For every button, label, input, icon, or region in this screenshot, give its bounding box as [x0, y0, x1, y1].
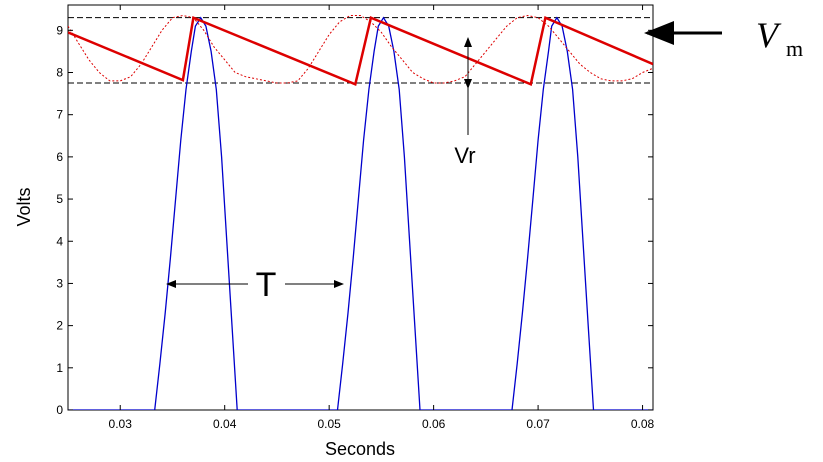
y-tick-label: 7 [56, 108, 63, 122]
x-tick-label: 0.07 [526, 417, 550, 431]
y-tick-label: 1 [56, 361, 63, 375]
y-tick-label: 6 [56, 150, 63, 164]
x-tick-label: 0.06 [422, 417, 446, 431]
y-tick-label: 4 [56, 234, 63, 248]
y-tick-label: 8 [56, 66, 63, 80]
y-tick-label: 0 [56, 403, 63, 417]
period-label: T [256, 266, 277, 304]
x-tick-label: 0.05 [317, 417, 341, 431]
y-tick-label: 9 [56, 23, 63, 37]
y-tick-label: 2 [56, 319, 63, 333]
vr-label: Vr [454, 143, 475, 168]
x-tick-label: 0.03 [109, 417, 133, 431]
series-layer [68, 14, 653, 410]
axis-ticks: 0.03 0.04 0.05 0.06 0.07 0.08 0 1 2 3 4 5 6 7 8 9 [56, 5, 655, 431]
y-tick-label: 5 [56, 192, 63, 206]
y-tick-label: 3 [56, 276, 63, 290]
x-axis-title: Seconds [325, 439, 395, 459]
rectified-voltage-series [68, 16, 653, 410]
y-axis-title: Volts [14, 187, 34, 226]
dotted-ripple-series [68, 14, 653, 84]
reference-lines [68, 17, 653, 84]
vm-subscript: m [786, 36, 803, 61]
x-tick-label: 0.04 [213, 417, 237, 431]
x-tick-label: 0.08 [631, 417, 655, 431]
vm-label: V [756, 15, 782, 55]
capacitor-output-series [68, 15, 653, 87]
